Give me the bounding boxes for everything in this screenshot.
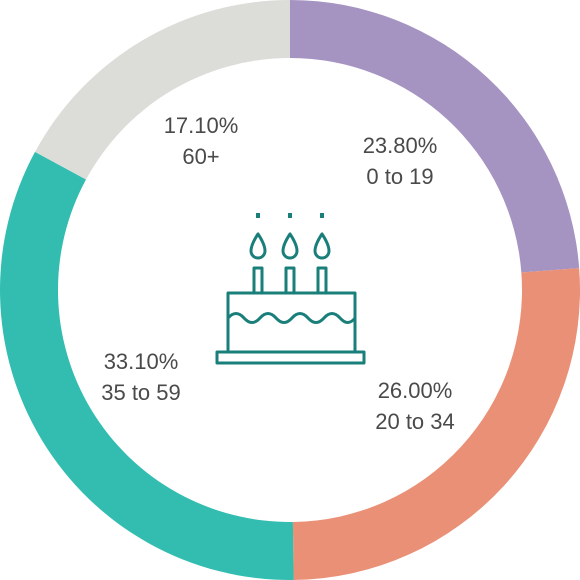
slice-value-label: 17.10% [163,113,239,138]
donut-slice-20-to-34 [292,268,580,580]
slice-category-label: 60+ [182,144,220,169]
slice-value-label: 33.10% [103,349,179,374]
slice-label-35-to-59: 33.10% 35 to 59 [76,346,206,408]
slice-label-60-plus: 17.10% 60+ [136,110,266,172]
slice-value-label: 23.80% [362,133,438,158]
donut-slice-35-to-59 [0,151,294,580]
slice-label-0-to-19: 23.80% 0 to 19 [335,130,465,192]
slice-value-label: 26.00% [377,378,453,403]
donut-slice-60 [34,0,291,180]
slice-category-label: 35 to 59 [101,380,181,405]
slice-category-label: 0 to 19 [366,164,434,189]
donut-slice-0-to-19 [290,0,580,273]
slice-category-label: 20 to 34 [375,409,455,434]
slice-label-20-to-34: 26.00% 20 to 34 [350,375,480,437]
